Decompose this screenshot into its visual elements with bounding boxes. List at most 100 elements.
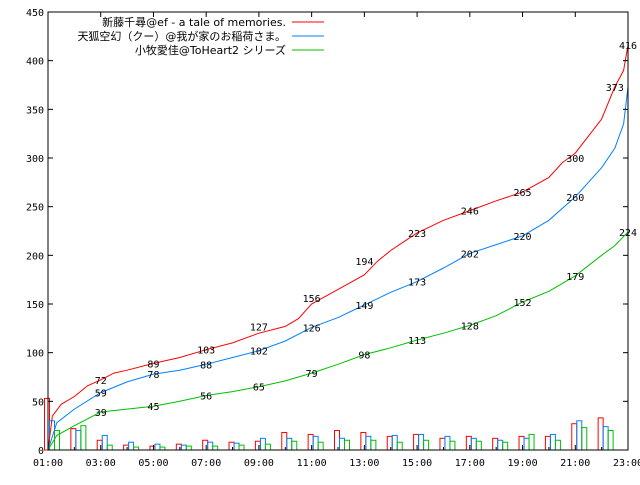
data-label: 173	[408, 278, 426, 289]
bar	[238, 444, 245, 451]
x-tick-label: 11:00	[297, 458, 327, 469]
series-line	[47, 45, 629, 451]
data-label: 89	[147, 359, 159, 370]
y-tick-label: 150	[26, 300, 44, 311]
data-label: 127	[250, 322, 268, 333]
bar	[180, 444, 187, 451]
data-label: 72	[95, 376, 107, 387]
bar	[449, 440, 456, 451]
x-tick-label: 05:00	[138, 458, 168, 469]
bar	[334, 430, 340, 451]
legend-label: 小牧愛佳@ToHeart2 シリーズ	[135, 43, 286, 57]
data-label: 152	[514, 298, 532, 309]
y-tick-label: 350	[26, 105, 44, 116]
data-label: 56	[200, 391, 212, 402]
data-label: 102	[250, 347, 268, 358]
bar	[291, 440, 298, 451]
bar	[207, 441, 214, 451]
bar	[254, 440, 261, 451]
data-label: 194	[355, 257, 373, 268]
x-tick-label: 23:00	[613, 458, 640, 469]
data-label: 113	[408, 336, 426, 347]
bar	[54, 430, 60, 451]
data-label: 149	[355, 301, 373, 312]
data-label: 126	[303, 323, 321, 334]
x-tick-label: 07:00	[191, 458, 221, 469]
bar	[439, 437, 446, 451]
bar	[391, 434, 398, 451]
bar	[581, 427, 588, 451]
x-tick-label: 15:00	[402, 458, 432, 469]
bar	[470, 437, 477, 451]
legend-label: 新藤千尋@ef - a tale of memories.	[102, 15, 286, 29]
bar	[475, 440, 482, 451]
data-label: 59	[95, 389, 107, 400]
x-tick-label: 13:00	[349, 458, 379, 469]
y-tick-label: 0	[38, 446, 44, 457]
bar	[571, 423, 578, 451]
bar	[544, 435, 551, 451]
bar	[101, 434, 108, 451]
data-label: 202	[461, 249, 479, 260]
bar	[607, 430, 614, 451]
data-label: 373	[606, 83, 624, 94]
bar	[307, 433, 314, 451]
bar	[212, 445, 219, 451]
data-label: 39	[95, 408, 107, 419]
bar	[360, 431, 367, 451]
bar	[339, 437, 345, 451]
data-label: 98	[358, 351, 370, 362]
data-label: 45	[147, 402, 159, 413]
x-tick-label: 21:00	[560, 458, 590, 469]
bar	[312, 435, 319, 451]
data-label: 65	[253, 383, 265, 394]
bar	[365, 435, 372, 451]
bar	[202, 439, 209, 451]
bar	[492, 437, 499, 451]
bar	[281, 431, 288, 451]
data-label: 223	[408, 229, 426, 240]
bar	[264, 443, 271, 451]
data-label: 179	[566, 272, 584, 283]
x-tick-label: 19:00	[507, 458, 537, 469]
y-tick-label: 400	[26, 57, 44, 68]
bar	[70, 428, 77, 451]
data-label: 103	[197, 346, 215, 357]
x-tick-label: 09:00	[244, 458, 274, 469]
bar	[497, 439, 504, 451]
plot-frame	[47, 11, 629, 451]
y-tick-label: 300	[26, 154, 44, 165]
y-tick-label: 100	[26, 349, 44, 360]
bar	[396, 441, 403, 451]
bar	[576, 420, 583, 451]
legend-label: 天狐空幻（クー）@我が家のお稲荷さま。	[77, 29, 286, 43]
bar	[149, 445, 156, 451]
bar	[128, 441, 135, 451]
bar	[185, 445, 192, 451]
bar	[423, 439, 430, 451]
data-label: 265	[514, 188, 532, 199]
bar	[175, 443, 182, 451]
data-label: 246	[461, 207, 479, 218]
data-label: 156	[303, 294, 321, 305]
bar	[317, 441, 324, 451]
bar	[154, 443, 161, 451]
bar	[386, 435, 393, 451]
x-tick-label: 03:00	[86, 458, 116, 469]
bar	[370, 439, 377, 451]
y-tick-label: 200	[26, 251, 44, 262]
bar	[413, 433, 420, 451]
bar	[228, 441, 235, 451]
bar	[286, 437, 293, 451]
data-label: 260	[566, 193, 584, 204]
bar	[106, 444, 113, 451]
y-tick-label: 250	[26, 203, 44, 214]
bar	[502, 441, 509, 451]
data-label: 300	[566, 154, 584, 165]
bar	[602, 426, 609, 451]
bar	[80, 425, 87, 451]
bar	[597, 417, 604, 451]
bar	[465, 435, 472, 451]
bar	[549, 433, 556, 451]
